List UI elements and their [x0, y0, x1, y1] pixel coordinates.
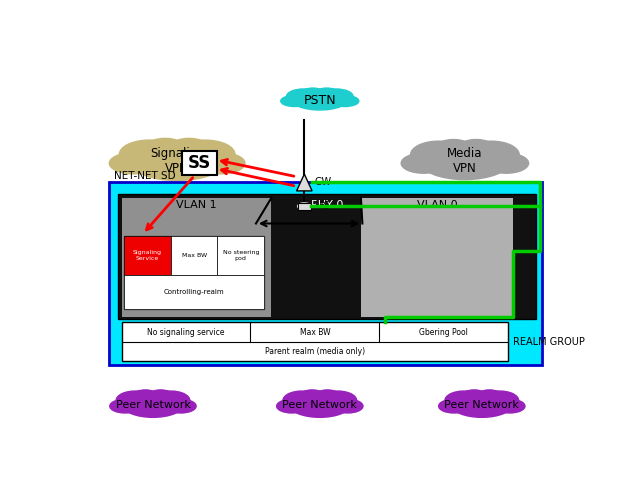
Ellipse shape: [290, 392, 350, 417]
FancyBboxPatch shape: [124, 275, 264, 309]
Ellipse shape: [435, 139, 472, 158]
Text: PHY 0: PHY 0: [311, 200, 343, 210]
Ellipse shape: [315, 88, 338, 98]
Ellipse shape: [109, 153, 157, 174]
Ellipse shape: [301, 88, 324, 98]
Ellipse shape: [318, 391, 356, 410]
Ellipse shape: [319, 89, 353, 104]
Ellipse shape: [148, 390, 173, 402]
FancyBboxPatch shape: [122, 198, 271, 317]
FancyBboxPatch shape: [217, 236, 264, 275]
Text: VLAN 1: VLAN 1: [176, 200, 217, 210]
Ellipse shape: [175, 140, 235, 169]
Ellipse shape: [484, 153, 529, 173]
Polygon shape: [296, 174, 312, 191]
Ellipse shape: [165, 399, 196, 413]
Ellipse shape: [122, 392, 183, 417]
Ellipse shape: [300, 390, 325, 402]
FancyBboxPatch shape: [118, 194, 536, 319]
Ellipse shape: [119, 140, 179, 169]
Ellipse shape: [197, 153, 245, 174]
Ellipse shape: [281, 96, 308, 107]
Ellipse shape: [457, 139, 495, 158]
Text: Parent realm (media only): Parent realm (media only): [265, 347, 365, 356]
Ellipse shape: [276, 399, 307, 413]
Text: PSTN: PSTN: [303, 94, 336, 107]
Ellipse shape: [463, 141, 519, 168]
Ellipse shape: [411, 141, 467, 168]
Ellipse shape: [125, 155, 229, 176]
FancyBboxPatch shape: [182, 151, 217, 175]
Text: Peer Network: Peer Network: [444, 400, 519, 410]
Ellipse shape: [451, 392, 512, 417]
Text: VLAN 0: VLAN 0: [417, 200, 457, 210]
Ellipse shape: [462, 390, 487, 402]
Text: NET-NET SD: NET-NET SD: [114, 170, 176, 181]
Ellipse shape: [169, 138, 209, 157]
Ellipse shape: [416, 155, 514, 175]
Ellipse shape: [129, 142, 225, 181]
Ellipse shape: [420, 143, 510, 180]
Text: Max BW: Max BW: [300, 328, 330, 337]
Ellipse shape: [445, 391, 483, 410]
FancyBboxPatch shape: [124, 236, 171, 275]
Ellipse shape: [401, 153, 446, 173]
Ellipse shape: [494, 399, 525, 413]
FancyBboxPatch shape: [109, 182, 542, 365]
Ellipse shape: [477, 390, 502, 402]
FancyBboxPatch shape: [298, 203, 311, 210]
Text: Gbering Pool: Gbering Pool: [419, 328, 469, 337]
Ellipse shape: [287, 400, 353, 414]
Text: SS: SS: [188, 154, 211, 172]
Text: Max BW: Max BW: [182, 253, 207, 258]
Ellipse shape: [133, 390, 158, 402]
FancyBboxPatch shape: [122, 322, 509, 361]
Text: Peer Network: Peer Network: [115, 400, 190, 410]
Text: No steering
pod: No steering pod: [223, 250, 259, 261]
Ellipse shape: [314, 390, 340, 402]
Text: MS: MS: [315, 201, 329, 211]
Ellipse shape: [290, 97, 349, 108]
Ellipse shape: [449, 400, 515, 414]
FancyBboxPatch shape: [171, 236, 217, 275]
Text: No signaling service: No signaling service: [147, 328, 225, 337]
Ellipse shape: [333, 399, 363, 413]
Ellipse shape: [283, 391, 321, 410]
Ellipse shape: [480, 391, 519, 410]
FancyBboxPatch shape: [124, 236, 264, 309]
Ellipse shape: [292, 90, 348, 110]
Text: GW: GW: [315, 177, 332, 187]
Text: REALM GROUP: REALM GROUP: [513, 337, 585, 347]
Text: Controlling-realm: Controlling-realm: [163, 289, 225, 295]
Text: Peer Network: Peer Network: [283, 400, 357, 410]
Ellipse shape: [120, 400, 186, 414]
Ellipse shape: [331, 96, 359, 107]
FancyBboxPatch shape: [361, 198, 513, 317]
Ellipse shape: [298, 203, 311, 210]
Ellipse shape: [145, 138, 185, 157]
Text: Media
VPN: Media VPN: [447, 147, 482, 175]
Text: Signaling
Service: Signaling Service: [133, 250, 162, 261]
Ellipse shape: [439, 399, 469, 413]
Text: Signaling
VPN: Signaling VPN: [150, 147, 205, 175]
Ellipse shape: [110, 399, 140, 413]
Ellipse shape: [116, 391, 154, 410]
Ellipse shape: [286, 89, 321, 104]
Ellipse shape: [152, 391, 190, 410]
